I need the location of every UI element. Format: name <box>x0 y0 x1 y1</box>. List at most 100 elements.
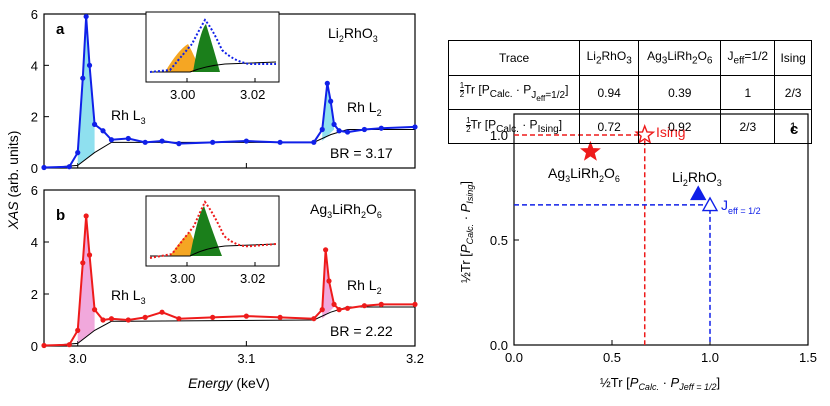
data-point <box>91 121 98 127</box>
panel-a: 0 2 4 6 a Li2RhO3 Rh L3 Rh L2 BR = 3.17 3.0… <box>31 7 418 176</box>
xas-y-axis-label: XAS (arb. units) <box>5 131 21 231</box>
data-point <box>210 314 216 320</box>
data-point <box>159 309 165 315</box>
table-header: Ising <box>774 40 812 76</box>
data-point <box>378 125 384 131</box>
x-tick-label: 1.0 <box>701 350 719 365</box>
table-cell: 0.94 <box>579 75 640 110</box>
table-cell: 0.92 <box>638 109 722 144</box>
jeff-label: Jeff = 1/2 <box>721 197 761 216</box>
panel-a-inset-orange-peak <box>165 44 200 72</box>
x-tick-label: 0.0 <box>505 350 523 365</box>
panel-c: 0.00.51.00.0 0.5 1.0 1.5 c Ising Jeff = 1/2… <box>458 113 817 392</box>
y-tick-label: 4 <box>31 235 38 250</box>
table-header: Ag3LiRh2O6 <box>638 40 722 76</box>
panel-c-x-axis-label: ½Tr [PCalc. · PJeff = 1/2] <box>600 375 720 392</box>
table-row-label: 1 2 Tr [PCalc. · PIsing] <box>447 109 581 144</box>
table-row: 1 2 Tr [PCalc. · PIsing] 0.72 0.92 2/3 1 <box>447 109 812 144</box>
y-tick-label: 2 <box>31 110 38 125</box>
table-row-label: 1 2 Tr [PCalc. · PJeff=1/2] <box>447 75 581 110</box>
panel-b-sample-label: Ag3LiRh2O6 <box>310 201 382 220</box>
panel-a-l2-label: Rh L2 <box>347 99 382 118</box>
panel-b: 0 2 4 6 3.0 3.1 3.2 b Ag3LiRh2O6 Rh L3 Rh L2 B… <box>31 183 424 366</box>
data-point <box>86 62 93 68</box>
x-tick-label: 3.1 <box>237 351 255 366</box>
data-point <box>66 164 72 170</box>
data-point <box>336 307 342 313</box>
panel-b-inset-series <box>149 200 277 259</box>
data-point <box>336 128 342 134</box>
y-tick-label: 0.5 <box>490 233 508 248</box>
data-point <box>41 342 47 349</box>
data-point <box>176 141 182 147</box>
data-point <box>100 317 106 323</box>
panel-a-sample-label: Li2RhO3 <box>328 25 378 44</box>
data-point <box>80 75 86 81</box>
table-header-row: Trace Li2RhO3 Ag3LiRh2O6 Jeff=1/2 Ising <box>447 40 812 76</box>
data-point <box>108 137 115 143</box>
data-point <box>142 314 148 320</box>
data-point <box>331 301 337 307</box>
data-point <box>125 317 131 323</box>
panel-a-inset-green-peak <box>193 24 220 72</box>
panel-a-inset-step <box>150 61 277 73</box>
data-point <box>86 252 93 258</box>
data-point <box>142 139 148 145</box>
x-tick-label: 0.5 <box>603 350 621 365</box>
data-point <box>159 138 165 144</box>
panel-a-l2-fill <box>322 83 335 142</box>
data-point <box>41 164 47 171</box>
li2rho3-point-label: Li2RhO3 <box>672 169 722 188</box>
panel-a-l3-fill <box>77 16 95 166</box>
table-cell: 2/3 <box>720 109 776 144</box>
data-point <box>311 316 317 322</box>
table-cell: 1 <box>774 109 812 144</box>
data-point <box>91 307 98 313</box>
panel-b-inset-step <box>150 243 277 257</box>
data-point <box>412 301 418 307</box>
y-tick-label: 0.0 <box>490 338 508 353</box>
data-point <box>311 139 317 145</box>
jeff-guide-line <box>514 204 711 345</box>
y-tick-label: 4 <box>31 58 38 73</box>
data-point <box>176 316 182 322</box>
data-point <box>412 124 418 130</box>
table-cell: 1 <box>720 75 776 110</box>
data-point <box>277 139 283 145</box>
xas-x-axis-label: Energy (keV) <box>188 375 270 391</box>
y-tick-label: 6 <box>31 7 38 22</box>
data-point <box>125 135 131 142</box>
data-point <box>210 139 216 145</box>
panel-b-frame <box>43 189 416 347</box>
panel-b-l2-label: Rh L2 <box>347 277 382 296</box>
data-point <box>323 247 329 253</box>
table-row: 1 2 Tr [PCalc. · PJeff=1/2] 0.94 0.39 1 2/… <box>447 75 812 110</box>
panel-b-br-label: BR = 2.22 <box>330 323 393 339</box>
data-point <box>83 13 89 20</box>
panel-b-points <box>41 213 418 349</box>
table-header: Trace <box>447 40 581 76</box>
y-tick-label: 0 <box>31 161 38 176</box>
y-tick-label: 0 <box>31 339 38 354</box>
table-cell: 2/3 <box>774 75 812 110</box>
table-header: Jeff=1/2 <box>720 40 776 76</box>
data-point <box>75 327 81 333</box>
data-point <box>378 301 384 307</box>
data-point <box>361 126 368 133</box>
data-point <box>328 98 334 104</box>
panel-c-ticks: 0.00.51.00.0 0.5 1.0 1.5 <box>490 128 817 365</box>
data-point <box>277 314 283 320</box>
ag3lirh2o6-point-label: Ag3LiRh2O6 <box>548 165 620 184</box>
data-point <box>319 307 325 313</box>
data-point <box>80 260 86 266</box>
table-header: Li2RhO3 <box>579 40 640 76</box>
data-point <box>66 342 72 348</box>
panel-b-l3-fill <box>77 216 95 344</box>
panel-c-y-axis-label: ½Tr [PCalc. · PIsing] <box>458 181 475 283</box>
panel-a-br-label: BR = 3.17 <box>330 145 393 161</box>
trace-table: Trace Li2RhO3 Ag3LiRh2O6 Jeff=1/2 Ising … <box>447 40 812 144</box>
panel-b-ticks: 0 2 4 6 3.0 3.1 3.2 <box>31 183 424 366</box>
table-cell: 0.72 <box>579 109 640 144</box>
panel-b-inset-tick-label: 3.00 <box>170 271 195 286</box>
